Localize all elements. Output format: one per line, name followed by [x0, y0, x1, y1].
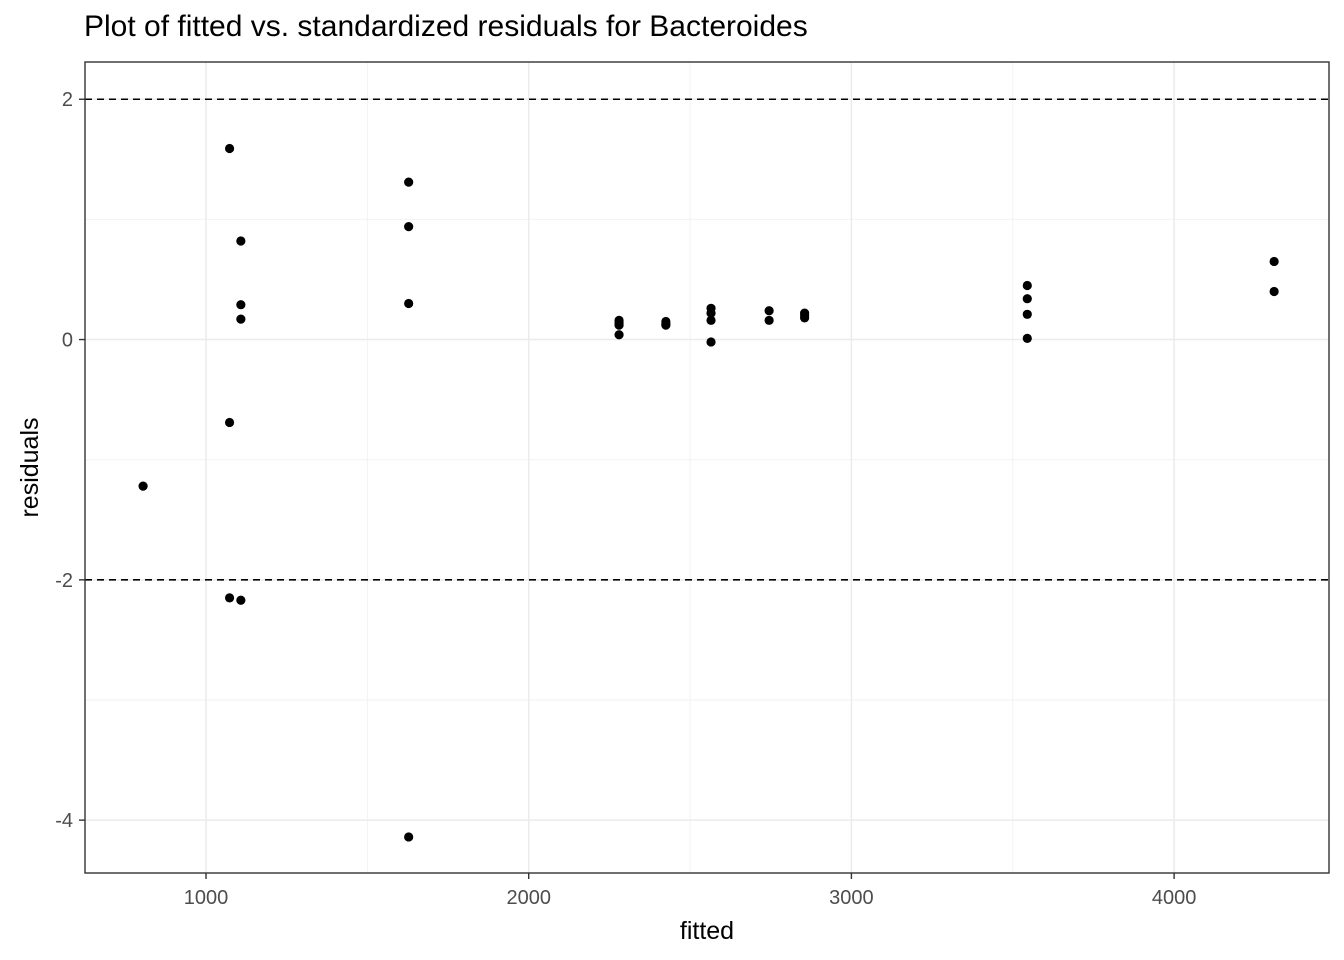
reference-lines	[85, 98, 1329, 581]
data-point	[661, 320, 671, 330]
data-point	[404, 832, 414, 842]
data-point	[1022, 333, 1032, 343]
y-axis-title: residuals	[16, 417, 44, 517]
data-point	[1022, 294, 1032, 304]
y-tick-label: 2	[62, 89, 73, 111]
data-point	[1022, 309, 1032, 319]
data-point	[404, 298, 414, 309]
x-axis-title: fitted	[680, 917, 734, 945]
data-point	[236, 236, 246, 246]
axes: 1000 2000 3000 4000 -4 -2 0 2	[55, 89, 1196, 909]
y-tick-label: 0	[62, 330, 73, 352]
data-point	[614, 320, 624, 330]
x-tick-label: 3000	[829, 887, 874, 909]
x-tick-label: 2000	[506, 887, 551, 909]
x-tick-label: 1000	[184, 887, 229, 909]
data-point	[138, 481, 148, 491]
data-point	[236, 300, 246, 310]
data-point	[1269, 256, 1279, 267]
data-point	[224, 593, 235, 603]
data-point	[404, 222, 414, 232]
y-tick-label: -4	[55, 810, 73, 832]
data-point	[800, 313, 810, 323]
panel-border	[84, 61, 1330, 874]
data-point	[404, 177, 414, 187]
data-point	[706, 315, 716, 325]
data-point	[236, 314, 246, 324]
data-point	[236, 595, 246, 605]
data-point	[224, 143, 235, 154]
x-tick-label: 4000	[1152, 887, 1197, 909]
data-point	[614, 330, 624, 340]
data-point	[1269, 286, 1279, 297]
data-points	[138, 143, 1279, 842]
y-tick-label: -2	[55, 570, 73, 592]
data-point	[706, 337, 716, 347]
chart-title: Plot of fitted vs. standardized residual…	[84, 10, 808, 43]
data-point	[1022, 280, 1032, 291]
data-point	[706, 308, 716, 318]
data-point	[764, 306, 774, 316]
grid-layer	[85, 62, 1329, 873]
data-point	[224, 417, 235, 428]
data-point	[764, 315, 774, 325]
